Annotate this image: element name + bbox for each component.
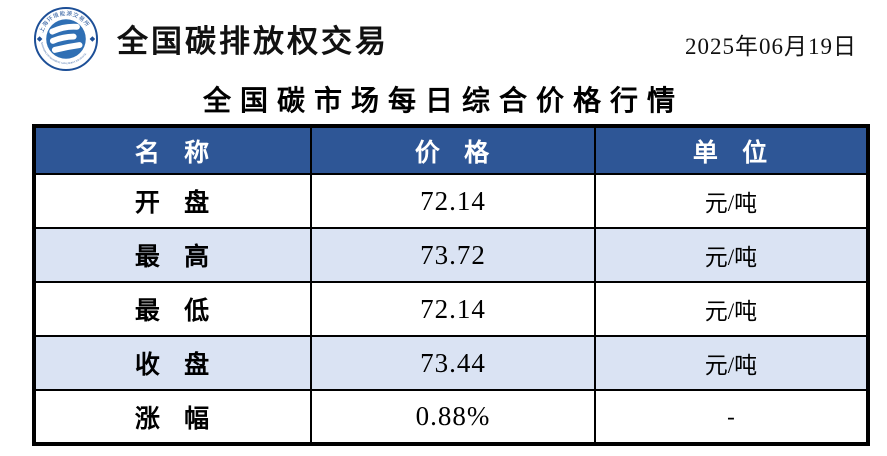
row-value: 0.88%: [310, 389, 596, 445]
row-unit: -: [594, 389, 869, 445]
row-label: 收 盘: [33, 335, 312, 391]
page-title: 全国碳市场每日综合价格行情: [202, 86, 684, 117]
row-label: 开 盘: [33, 173, 312, 229]
row-unit: 元/吨: [594, 335, 869, 391]
logo-e-glyph: [49, 23, 83, 53]
row-label: 最 高: [33, 227, 312, 283]
table-row-low: 最 低 72.14 元/吨: [33, 281, 869, 337]
row-value: 72.14: [310, 173, 596, 229]
brand-title: 全国碳排放权交易: [117, 24, 389, 59]
daily-price-table: 名 称 价 格 单 位 开 盘 72.14 元/吨 最 高 73.72 元/吨 …: [32, 124, 870, 446]
column-header-name: 名 称: [33, 125, 312, 175]
table-row-close: 收 盘 73.44 元/吨: [33, 335, 869, 391]
row-label: 最 低: [33, 281, 312, 337]
row-value: 72.14: [310, 281, 596, 337]
table-row-open: 开 盘 72.14 元/吨: [33, 173, 869, 229]
row-unit: 元/吨: [594, 173, 869, 229]
table-row-high: 最 高 73.72 元/吨: [33, 227, 869, 283]
column-header-unit: 单 位: [594, 125, 869, 175]
table-header-row: 名 称 价 格 单 位: [33, 125, 869, 175]
row-value: 73.72: [310, 227, 596, 283]
row-value: 73.44: [310, 335, 596, 391]
row-label: 涨 幅: [33, 389, 312, 445]
report-date: 2025年06月19日: [685, 34, 857, 59]
row-unit: 元/吨: [594, 281, 869, 337]
column-header-price: 价 格: [310, 125, 596, 175]
table-row-change: 涨 幅 0.88% -: [33, 389, 869, 445]
row-unit: 元/吨: [594, 227, 869, 283]
exchange-logo-icon: 上海环境能源交易所 SHANGHAI ENVIRONMENT AND ENERG…: [33, 6, 99, 72]
